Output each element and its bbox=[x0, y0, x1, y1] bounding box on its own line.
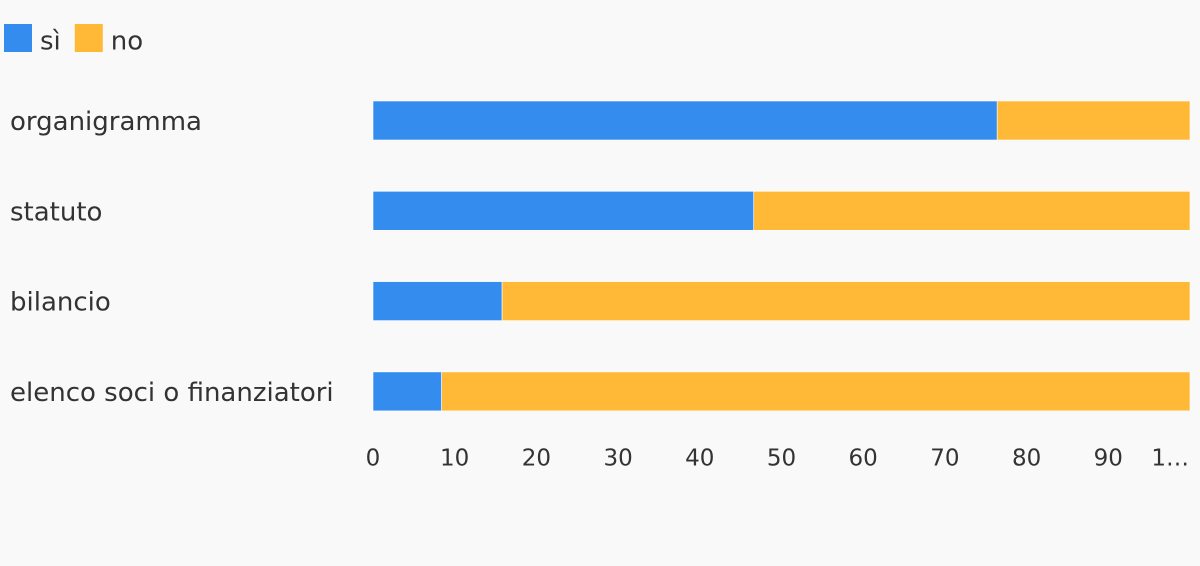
legend-swatch bbox=[4, 24, 32, 52]
x-tick-label: 20 bbox=[522, 446, 551, 472]
legend-swatch bbox=[74, 24, 103, 52]
x-tick-label: 80 bbox=[1012, 446, 1041, 472]
category-label: bilancio bbox=[10, 288, 111, 318]
bar-segment bbox=[753, 191, 1191, 231]
x-tick-label: 40 bbox=[685, 446, 714, 472]
x-tick-label: 50 bbox=[767, 446, 796, 472]
bar-segment bbox=[372, 100, 998, 141]
category-label: organigramma bbox=[10, 107, 202, 137]
bar-segment bbox=[372, 371, 442, 412]
bar-segment bbox=[996, 100, 1191, 141]
x-tick-label: 90 bbox=[1094, 446, 1123, 472]
x-tick-label: 60 bbox=[849, 446, 878, 472]
bar-segment bbox=[372, 281, 503, 321]
x-tick-label: 1… bbox=[1151, 446, 1189, 472]
x-tick-label: 10 bbox=[440, 446, 469, 472]
category-label: elenco soci o finanziatori bbox=[10, 378, 334, 408]
x-tick-label: 70 bbox=[930, 446, 959, 472]
bar-segment bbox=[441, 371, 1191, 412]
x-tick-label: 30 bbox=[603, 446, 632, 472]
x-tick-label: 0 bbox=[366, 446, 381, 472]
bar-segment bbox=[501, 281, 1191, 321]
legend-label: sì bbox=[40, 27, 61, 57]
category-label: statuto bbox=[10, 197, 102, 227]
legend-label: no bbox=[111, 27, 143, 57]
bar-segment bbox=[372, 191, 755, 231]
